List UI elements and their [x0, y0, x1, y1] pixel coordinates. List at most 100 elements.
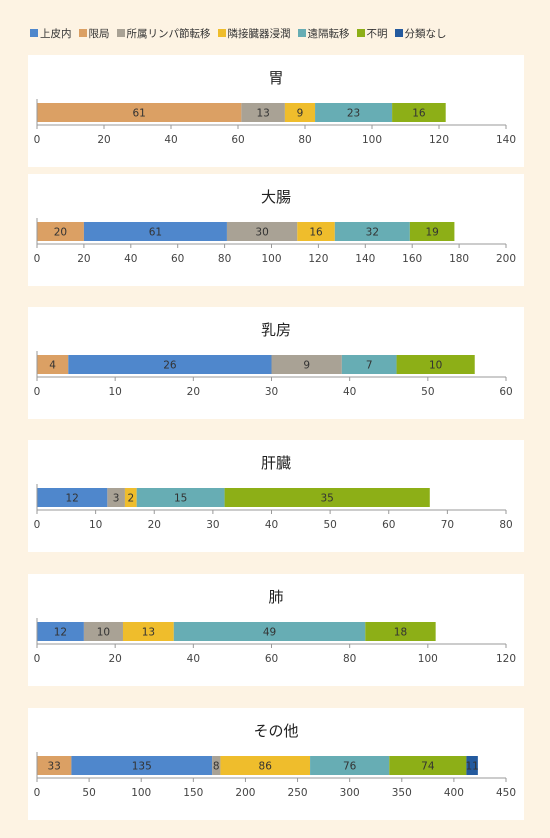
chart-plot: 4 26 9 7 10 0 10 20 30 40 50 60 [34, 351, 513, 398]
bar-segment-regional_lymph [226, 222, 298, 241]
x-tick-label: 350 [392, 787, 412, 799]
chart-title: 胃 [268, 69, 284, 87]
chart-plot: 20 61 30 16 32 19 0 20 40 60 80 100 120 140 160 180 200 [34, 218, 516, 265]
x-tick-label: 0 [34, 386, 41, 398]
x-tick-label: 60 [499, 386, 512, 398]
x-tick-label: 100 [261, 253, 281, 265]
x-tick-label: 100 [131, 787, 151, 799]
x-tick-label: 60 [382, 519, 395, 531]
x-tick-label: 20 [108, 653, 121, 665]
x-tick-label: 30 [206, 519, 219, 531]
data-label: 61 [149, 227, 162, 239]
legend-item-unclassified: 分類なし [394, 26, 447, 41]
x-tick-label: 120 [429, 134, 449, 146]
x-tick-label: 400 [444, 787, 464, 799]
bar-segment-unknown [396, 355, 475, 374]
x-tick-label: 0 [34, 653, 41, 665]
data-label: 32 [366, 227, 379, 239]
chart-title: その他 [253, 722, 299, 740]
chart-legend: 上皮内 限局 所属リンパ節転移 隣接臓器浸潤 遠隔転移 不明 分類なし [30, 26, 454, 40]
legend-item-epithelial: 上皮内 [30, 26, 72, 41]
bar-segment-regional_lymph [107, 488, 125, 507]
data-label: 16 [309, 227, 323, 239]
bar-segment-distant_metastasis [315, 103, 393, 122]
x-tick-label: 10 [89, 519, 102, 531]
chart-panel: 肺 12 10 13 49 18 0 20 40 60 80 100 120 [28, 574, 524, 686]
legend-swatch-epithelial [30, 29, 38, 37]
chart-panel: その他 33 135 8 86 76 74 11 0 50 100 150 200 250 300 350 40… [28, 708, 524, 820]
bar-segment-localized [37, 355, 69, 374]
x-tick-label: 0 [34, 253, 41, 265]
x-tick-label: 20 [187, 386, 200, 398]
legend-item-localized: 限局 [78, 26, 110, 41]
bar-segment-unknown [365, 622, 436, 641]
data-label: 86 [259, 761, 273, 773]
data-label: 23 [347, 108, 360, 120]
x-tick-label: 180 [449, 253, 469, 265]
legend-swatch-unclassified [394, 29, 403, 37]
x-tick-label: 30 [265, 386, 278, 398]
bar-segment-regional_lymph [212, 756, 221, 775]
x-tick-label: 20 [77, 253, 90, 265]
data-label: 9 [297, 108, 304, 120]
data-label: 35 [321, 493, 334, 505]
legend-label: 不明 [366, 27, 388, 40]
bar-segment-unknown [392, 103, 446, 122]
chart-panel: 大腸 20 61 30 16 32 19 0 20 40 60 80 100 120 140 160 180 20… [28, 174, 524, 286]
x-tick-label: 140 [355, 253, 375, 265]
bar-segment-regional_lymph [83, 622, 123, 641]
x-tick-label: 0 [34, 519, 41, 531]
data-label: 18 [394, 627, 407, 639]
data-label: 2 [127, 493, 134, 505]
data-label: 61 [132, 108, 145, 120]
chart-title: 乳房 [260, 321, 291, 339]
legend-item-distant_metastasis: 遠隔転移 [297, 26, 350, 41]
x-tick-label: 0 [34, 787, 41, 799]
bar-segment-localized [37, 756, 72, 775]
data-label: 49 [263, 627, 276, 639]
legend-swatch-localized [78, 29, 87, 37]
x-tick-label: 60 [265, 653, 278, 665]
data-label: 4 [49, 360, 56, 372]
data-label: 13 [256, 108, 269, 120]
x-tick-label: 250 [288, 787, 308, 799]
bar-segment-epithelial [71, 756, 213, 775]
data-label: 12 [65, 493, 78, 505]
legend-label: 遠隔転移 [307, 27, 350, 40]
data-label: 10 [429, 360, 442, 372]
x-tick-label: 20 [148, 519, 161, 531]
x-tick-label: 80 [499, 519, 512, 531]
chart-panel: 乳房 4 26 9 7 10 0 10 20 30 40 50 60 [28, 307, 524, 419]
chart-title: 大腸 [260, 188, 291, 206]
bar-segment-localized [37, 103, 242, 122]
bar-segment-adjacent_invasion [297, 222, 335, 241]
x-tick-label: 50 [82, 787, 95, 799]
legend-label: 分類なし [404, 27, 447, 40]
bar-segment-distant_metastasis [341, 355, 397, 374]
legend-item-adjacent_invasion: 隣接臓器浸潤 [217, 26, 291, 41]
data-label: 10 [97, 627, 110, 639]
x-tick-label: 120 [496, 653, 516, 665]
legend-label: 限局 [88, 27, 110, 40]
bar-segment-regional_lymph [241, 103, 285, 122]
data-label: 8 [213, 761, 220, 773]
legend-item-regional_lymph: 所属リンパ節転移 [116, 26, 211, 41]
x-tick-label: 50 [323, 519, 336, 531]
bar-segment-adjacent_invasion [220, 756, 311, 775]
legend-label: 所属リンパ節転移 [126, 27, 211, 40]
x-tick-label: 50 [421, 386, 434, 398]
bar-segment-adjacent_invasion [122, 622, 174, 641]
bar-segment-localized [37, 222, 84, 241]
bar-segment-epithelial [37, 622, 84, 641]
x-tick-label: 40 [343, 386, 356, 398]
x-tick-label: 200 [235, 787, 255, 799]
chart-plot: 61 13 9 23 16 0 20 40 60 80 100 120 140 [34, 99, 516, 146]
legend-label: 隣接臓器浸潤 [227, 27, 291, 40]
legend-swatch-adjacent_invasion [217, 29, 226, 37]
chart-title: 肝臓 [260, 454, 291, 472]
bar-segment-epithelial [37, 488, 108, 507]
x-tick-label: 40 [187, 653, 200, 665]
bar-segment-adjacent_invasion [124, 488, 137, 507]
data-label: 20 [54, 227, 67, 239]
legend-label: 上皮内 [40, 27, 72, 40]
